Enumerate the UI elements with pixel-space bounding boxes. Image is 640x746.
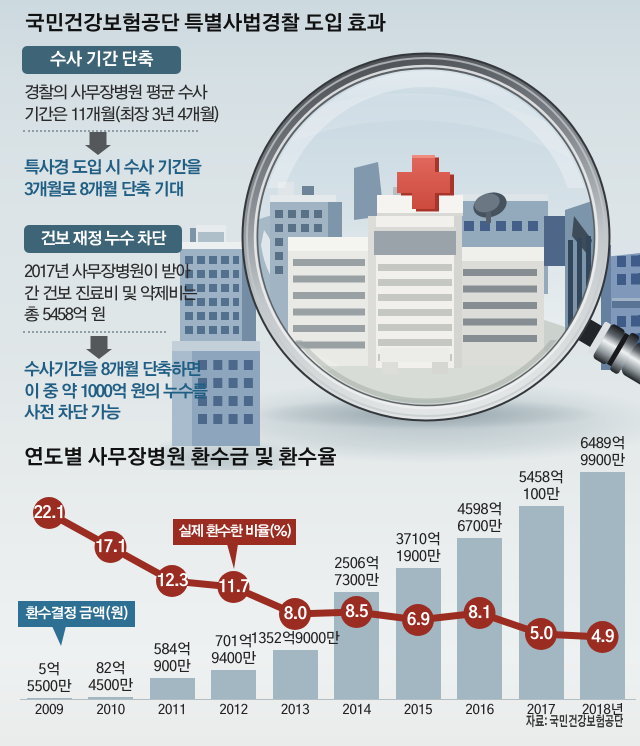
svg-text:12.3: 12.3 <box>156 572 187 590</box>
svg-text:4.9: 4.9 <box>591 628 614 646</box>
svg-text:8.0: 8.0 <box>284 605 308 623</box>
svg-text:6.9: 6.9 <box>407 611 430 629</box>
svg-text:5.0: 5.0 <box>530 625 554 643</box>
svg-text:8.5: 8.5 <box>345 603 368 621</box>
svg-text:11.7: 11.7 <box>218 579 249 596</box>
svg-text:22.1: 22.1 <box>33 504 64 522</box>
svg-text:8.1: 8.1 <box>468 604 490 622</box>
svg-text:17.1: 17.1 <box>95 539 126 556</box>
